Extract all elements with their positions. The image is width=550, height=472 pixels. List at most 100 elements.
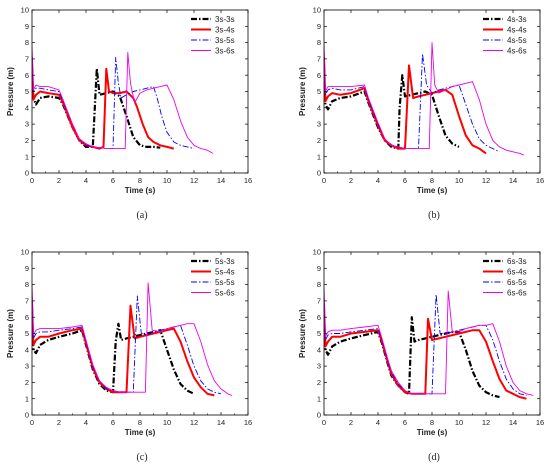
panel-caption: (c) [136, 452, 147, 463]
x-tick-label: 4 [376, 176, 380, 185]
x-tick-label: 10 [455, 418, 463, 427]
x-tick-label: 6 [111, 176, 115, 185]
legend-label-5s-4s: 5s-4s [215, 268, 235, 277]
x-tick-label: 8 [138, 176, 142, 185]
x-tick-label: 4 [84, 418, 88, 427]
y-tick-label: 5 [25, 87, 29, 96]
x-tick-label: 0 [322, 176, 326, 185]
legend-label-4s-3s: 4s-3s [507, 15, 527, 24]
y-tick-label: 10 [21, 6, 29, 15]
x-tick-label: 12 [190, 418, 198, 427]
y-tick-label: 1 [317, 394, 321, 403]
y-tick-label: 8 [317, 38, 321, 47]
y-tick-label: 2 [317, 136, 321, 145]
series-line-5s-3s [32, 317, 195, 395]
series-group [324, 287, 534, 400]
y-tick-label: 7 [25, 55, 29, 64]
series-line-6s-4s [324, 304, 527, 400]
y-tick-label: 1 [317, 152, 321, 161]
x-tick-label: 2 [57, 176, 61, 185]
x-tick-label: 14 [509, 176, 517, 185]
series-line-3s-3s [32, 67, 161, 149]
x-tick-label: 6 [111, 418, 115, 427]
y-tick-label: 2 [317, 378, 321, 387]
y-axis-label: Pressure (m) [298, 309, 307, 358]
legend-label-5s-6s: 5s-6s [215, 289, 235, 298]
legend-label-4s-4s: 4s-4s [507, 26, 527, 35]
x-tick-label: 8 [138, 418, 142, 427]
y-tick-label: 10 [313, 6, 321, 15]
y-tick-label: 6 [25, 313, 29, 322]
x-tick-label: 16 [536, 176, 544, 185]
y-tick-label: 7 [317, 55, 321, 64]
y-tick-label: 7 [25, 297, 29, 306]
y-tick-label: 4 [317, 103, 321, 112]
y-tick-label: 10 [313, 248, 321, 257]
x-tick-label: 2 [57, 418, 61, 427]
x-tick-label: 12 [482, 418, 490, 427]
y-tick-label: 3 [25, 362, 29, 371]
x-axis-label: Time (s) [125, 186, 156, 195]
x-tick-label: 14 [217, 418, 225, 427]
x-tick-label: 14 [217, 176, 225, 185]
y-tick-label: 4 [25, 103, 29, 112]
y-tick-label: 8 [25, 280, 29, 289]
legend-label-4s-5s: 4s-5s [507, 36, 527, 45]
series-line-3s-6s [32, 45, 214, 154]
series-line-3s-4s [32, 58, 175, 150]
series-line-3s-5s [32, 52, 195, 150]
y-tick-label: 3 [317, 120, 321, 129]
panel-caption: (d) [428, 452, 440, 463]
legend-label-6s-6s: 6s-6s [507, 289, 527, 298]
x-axis-label: Time (s) [417, 186, 448, 195]
series-line-6s-3s [324, 316, 500, 399]
legend-label-6s-5s: 6s-5s [507, 278, 527, 287]
x-tick-label: 2 [349, 418, 353, 427]
y-tick-label: 9 [25, 264, 29, 273]
series-line-6s-6s [324, 287, 534, 396]
series-group [324, 42, 524, 156]
x-axis-label: Time (s) [125, 428, 156, 437]
legend-label-3s-3s: 3s-3s [215, 15, 235, 24]
panel-caption: (a) [136, 210, 147, 221]
x-axis-label: Time (s) [417, 428, 448, 437]
x-tick-label: 16 [244, 176, 252, 185]
x-tick-label: 4 [376, 418, 380, 427]
x-tick-label: 0 [30, 418, 34, 427]
x-tick-label: 0 [30, 176, 34, 185]
series-line-5s-4s [32, 300, 215, 397]
y-tick-label: 8 [25, 38, 29, 47]
x-tick-label: 2 [349, 176, 353, 185]
series-line-4s-4s [324, 57, 487, 155]
y-tick-label: 1 [25, 152, 29, 161]
x-tick-label: 16 [244, 418, 252, 427]
y-tick-label: 5 [317, 87, 321, 96]
y-tick-label: 9 [317, 264, 321, 273]
y-tick-label: 0 [317, 411, 321, 420]
legend-label-5s-5s: 5s-5s [215, 278, 235, 287]
y-tick-label: 0 [25, 169, 29, 178]
y-tick-label: 10 [21, 248, 29, 257]
series-line-5s-6s [32, 282, 232, 396]
legend-label-6s-4s: 6s-4s [507, 268, 527, 277]
y-tick-label: 3 [25, 120, 29, 129]
x-tick-label: 6 [403, 176, 407, 185]
y-tick-label: 6 [317, 71, 321, 80]
y-tick-label: 6 [317, 313, 321, 322]
y-tick-label: 5 [317, 329, 321, 338]
series-line-4s-6s [324, 42, 524, 156]
y-tick-label: 3 [317, 362, 321, 371]
x-tick-label: 4 [84, 176, 88, 185]
x-tick-label: 8 [430, 176, 434, 185]
x-tick-label: 10 [163, 176, 171, 185]
y-axis-label: Pressure (m) [298, 67, 307, 116]
y-axis-label: Pressure (m) [6, 67, 15, 116]
y-tick-label: 4 [317, 345, 321, 354]
legend-label-3s-6s: 3s-6s [215, 47, 235, 56]
y-tick-label: 7 [317, 297, 321, 306]
legend-label-6s-3s: 6s-3s [507, 257, 527, 266]
x-tick-label: 12 [190, 176, 198, 185]
